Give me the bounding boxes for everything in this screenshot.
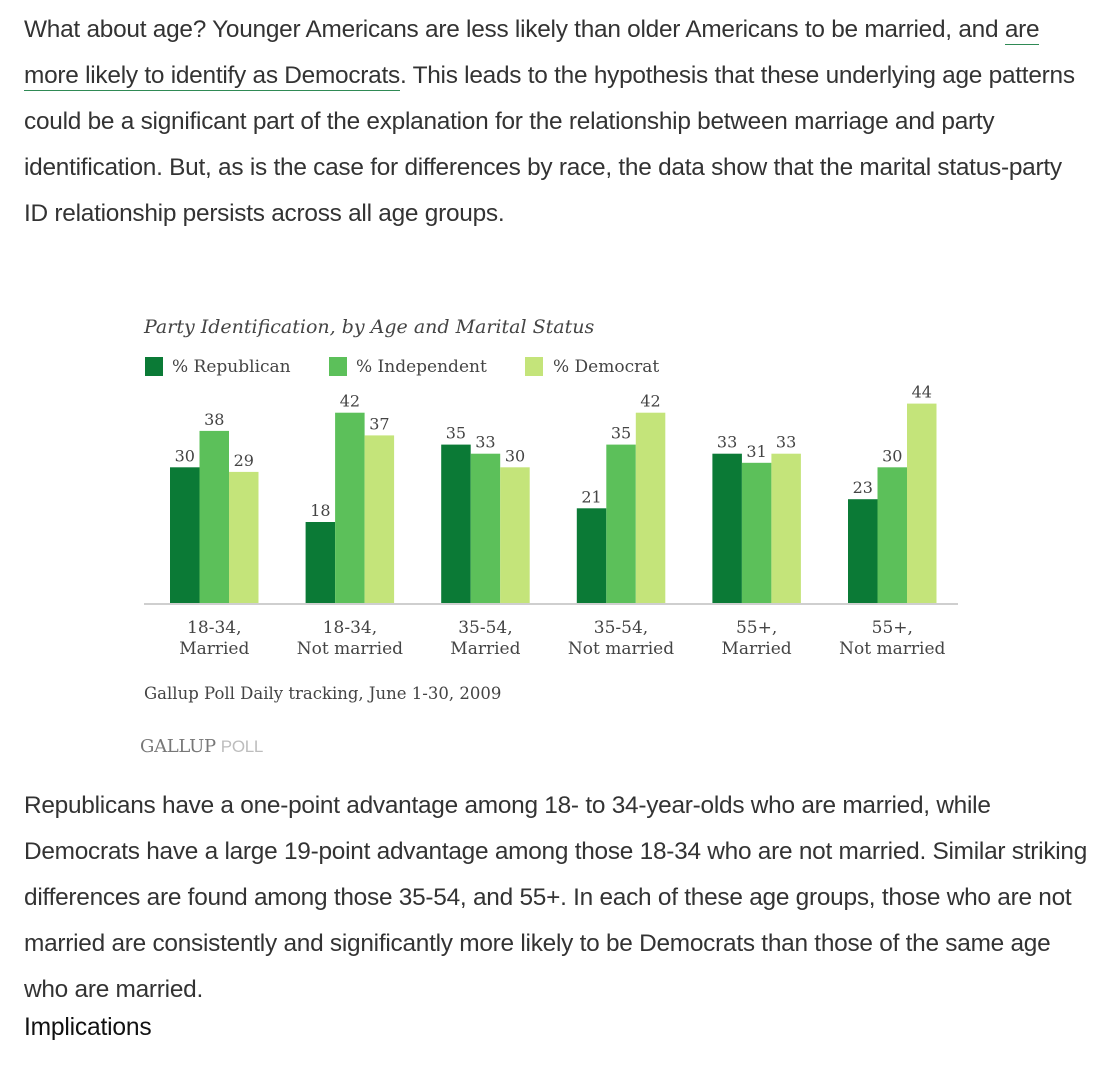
party-id-chart: Party Identification, by Age and Marital… xyxy=(140,316,958,757)
bar-republican-2 xyxy=(305,522,336,604)
bar-independent-1 xyxy=(199,430,229,604)
value-label-independent-6: 30 xyxy=(882,446,902,465)
category-label-1-line-2: Married xyxy=(179,639,249,659)
chart-source: Gallup Poll Daily tracking, June 1-30, 2… xyxy=(144,684,501,703)
gallup-poll-logo: GALLUP POLL xyxy=(140,736,263,757)
value-label-democrat-3: 30 xyxy=(505,446,525,465)
value-label-republican-2: 18 xyxy=(310,501,330,520)
value-label-republican-1: 30 xyxy=(175,446,195,465)
bar-independent-3 xyxy=(470,453,501,604)
chart-value-labels: 30 38 29 18 42 37 35 33 30 21 35 42 33 31 33 23 30 44 xyxy=(175,383,932,520)
value-label-independent-5: 31 xyxy=(746,442,766,461)
value-label-republican-5: 33 xyxy=(717,433,737,452)
value-label-independent-2: 42 xyxy=(340,392,360,411)
intro-paragraph: What about age? Younger Americans are le… xyxy=(24,7,1088,237)
category-label-2-line-1: 18-34, xyxy=(323,618,377,638)
bar-independent-4 xyxy=(606,444,636,604)
category-label-5-line-2: Married xyxy=(722,639,792,659)
bar-democrat-1 xyxy=(229,471,259,604)
bar-republican-4 xyxy=(576,508,607,604)
value-label-republican-3: 35 xyxy=(446,424,466,443)
logo-gallup: GALLUP xyxy=(140,736,216,757)
intro-text-after: . This leads to the hypothesis that thes… xyxy=(24,62,1075,227)
category-label-2-line-2: Not married xyxy=(297,639,403,659)
value-label-democrat-5: 33 xyxy=(776,433,796,452)
legend-label-independent: % Independent xyxy=(356,357,487,377)
legend-swatch-independent xyxy=(329,357,347,376)
legend-label-republican: % Republican xyxy=(172,357,291,377)
category-label-6-line-1: 55+, xyxy=(872,618,913,638)
value-label-independent-3: 33 xyxy=(475,433,495,452)
bar-independent-2 xyxy=(335,412,365,604)
value-label-democrat-1: 29 xyxy=(234,451,254,470)
section-heading-implications: Implications xyxy=(24,1014,152,1041)
category-label-3-line-2: Married xyxy=(450,639,520,659)
analysis-paragraph: Republicans have a one-point advantage a… xyxy=(24,792,1088,1003)
bar-independent-6 xyxy=(877,467,907,604)
bar-republican-1 xyxy=(170,467,200,604)
bar-democrat-4 xyxy=(635,412,666,604)
chart-bars xyxy=(170,403,937,604)
category-label-3-line-1: 35-54, xyxy=(458,618,512,638)
value-label-independent-1: 38 xyxy=(204,410,224,429)
bar-democrat-6 xyxy=(907,403,937,604)
chart-legend: % Republican % Independent % Democrat xyxy=(145,357,659,377)
bar-democrat-5 xyxy=(771,453,801,604)
value-label-republican-6: 23 xyxy=(853,478,873,497)
value-label-republican-4: 21 xyxy=(581,487,601,506)
category-label-1-line-1: 18-34, xyxy=(187,618,241,638)
bar-independent-5 xyxy=(741,462,772,604)
bar-republican-3 xyxy=(441,444,471,604)
category-label-4-line-2: Not married xyxy=(568,639,674,659)
value-label-independent-4: 35 xyxy=(611,424,631,443)
chart-title: Party Identification, by Age and Marital… xyxy=(143,316,594,338)
category-label-6-line-2: Not married xyxy=(839,639,945,659)
legend-swatch-republican xyxy=(145,357,163,376)
legend-swatch-democrat xyxy=(525,357,543,376)
bar-democrat-3 xyxy=(500,467,530,604)
logo-poll: POLL xyxy=(221,737,263,756)
value-label-democrat-4: 42 xyxy=(640,392,660,411)
value-label-democrat-6: 44 xyxy=(912,383,932,402)
bar-republican-6 xyxy=(848,499,878,604)
legend-label-democrat: % Democrat xyxy=(553,357,659,377)
category-label-4-line-1: 35-54, xyxy=(594,618,648,638)
category-label-5-line-1: 55+, xyxy=(736,618,777,638)
bar-democrat-2 xyxy=(364,435,395,604)
bar-republican-5 xyxy=(712,453,742,604)
intro-text-before: What about age? Younger Americans are le… xyxy=(24,16,1005,43)
democrats-link[interactable]: are more likely to identify as Democrats xyxy=(24,16,1040,91)
value-label-democrat-2: 37 xyxy=(369,414,389,433)
